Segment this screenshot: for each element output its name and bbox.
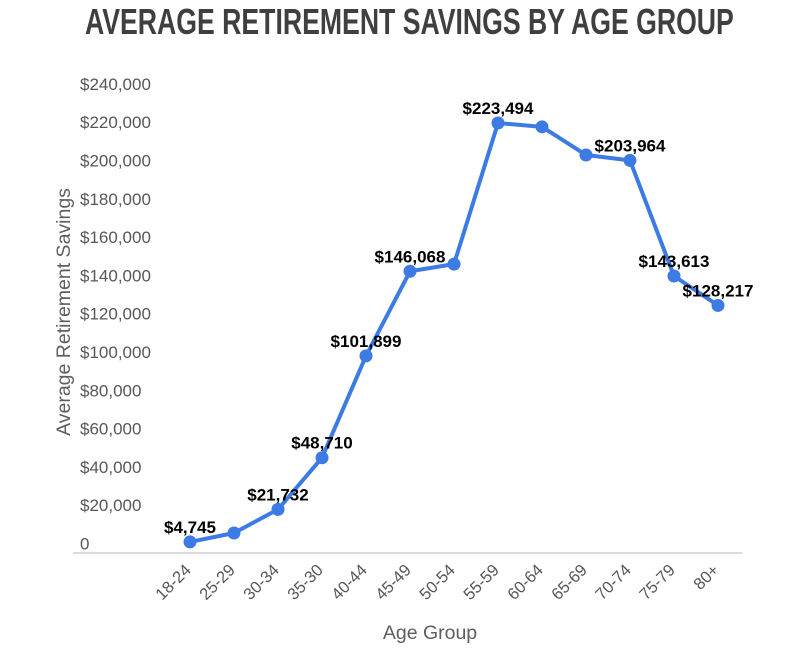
- y-tick-label: $200,000: [80, 152, 151, 171]
- x-axis-title: Age Group: [383, 622, 477, 644]
- x-tick-label: 50-54: [416, 561, 459, 604]
- y-tick-label: $180,000: [80, 190, 151, 209]
- data-point-marker: [491, 116, 505, 130]
- y-tick-label: $100,000: [80, 343, 151, 362]
- data-point-marker: [711, 298, 725, 312]
- data-point-label: $4,745: [164, 518, 216, 537]
- x-tick-label: 18-24: [152, 561, 195, 604]
- data-point-label: $143,613: [639, 252, 710, 271]
- data-point-marker: [623, 153, 637, 167]
- x-tick-label: 45-49: [372, 561, 415, 604]
- chart-title: AVERAGE RETIREMENT SAVINGS BY AGE GROUP: [85, 1, 734, 42]
- data-point-marker: [667, 269, 681, 283]
- y-axis-title: Average Retirement Savings: [53, 188, 75, 436]
- data-point-marker: [271, 502, 285, 516]
- data-label-layer: $4,745 $21,732 $48,710 $101,899 $146,068 $223…: [164, 99, 753, 537]
- data-point-marker: [403, 264, 417, 278]
- x-tick-label: 25-29: [196, 561, 239, 604]
- data-point-marker: [535, 120, 549, 134]
- y-tick-label: $240,000: [80, 75, 151, 94]
- data-point-label: $101,899: [331, 332, 402, 351]
- data-point-label: $203,964: [595, 136, 666, 155]
- series-line: [188, 121, 720, 544]
- y-tick-label: 0: [80, 535, 89, 554]
- data-point-label: $128,217: [683, 281, 754, 300]
- y-tick-label: $160,000: [80, 228, 151, 247]
- x-tick-label: 60-64: [504, 561, 547, 604]
- x-tick-label: 55-59: [460, 561, 503, 604]
- data-point-label: $48,710: [291, 434, 352, 453]
- data-point-marker: [183, 535, 197, 549]
- x-tick-label: 30-34: [240, 561, 283, 604]
- data-point-marker: [579, 148, 593, 162]
- x-tick-label: 35-30: [284, 561, 327, 604]
- y-tick-label: $60,000: [80, 420, 141, 439]
- y-tick-label: $20,000: [80, 496, 141, 515]
- data-point-label: $223,494: [463, 99, 534, 118]
- data-point-label: $21,732: [247, 485, 308, 504]
- y-tick-label: $140,000: [80, 266, 151, 285]
- x-tick-label: 40-44: [328, 561, 371, 604]
- x-tick-label: 65-69: [548, 561, 591, 604]
- y-tick-label: $40,000: [80, 458, 141, 477]
- data-point-marker: [447, 257, 461, 271]
- y-tick-label: $80,000: [80, 381, 141, 400]
- y-tick-label: $120,000: [80, 305, 151, 324]
- x-tick-label: 80+: [690, 561, 723, 594]
- data-point-marker: [227, 526, 241, 540]
- y-tick-label: $220,000: [80, 113, 151, 132]
- x-tick-label: 75-79: [636, 561, 679, 604]
- data-point-marker: [359, 349, 373, 363]
- series-layer: [183, 116, 725, 549]
- data-point-label: $146,068: [375, 247, 446, 266]
- x-tick-label: 70-74: [592, 561, 635, 604]
- data-point-marker: [315, 451, 329, 465]
